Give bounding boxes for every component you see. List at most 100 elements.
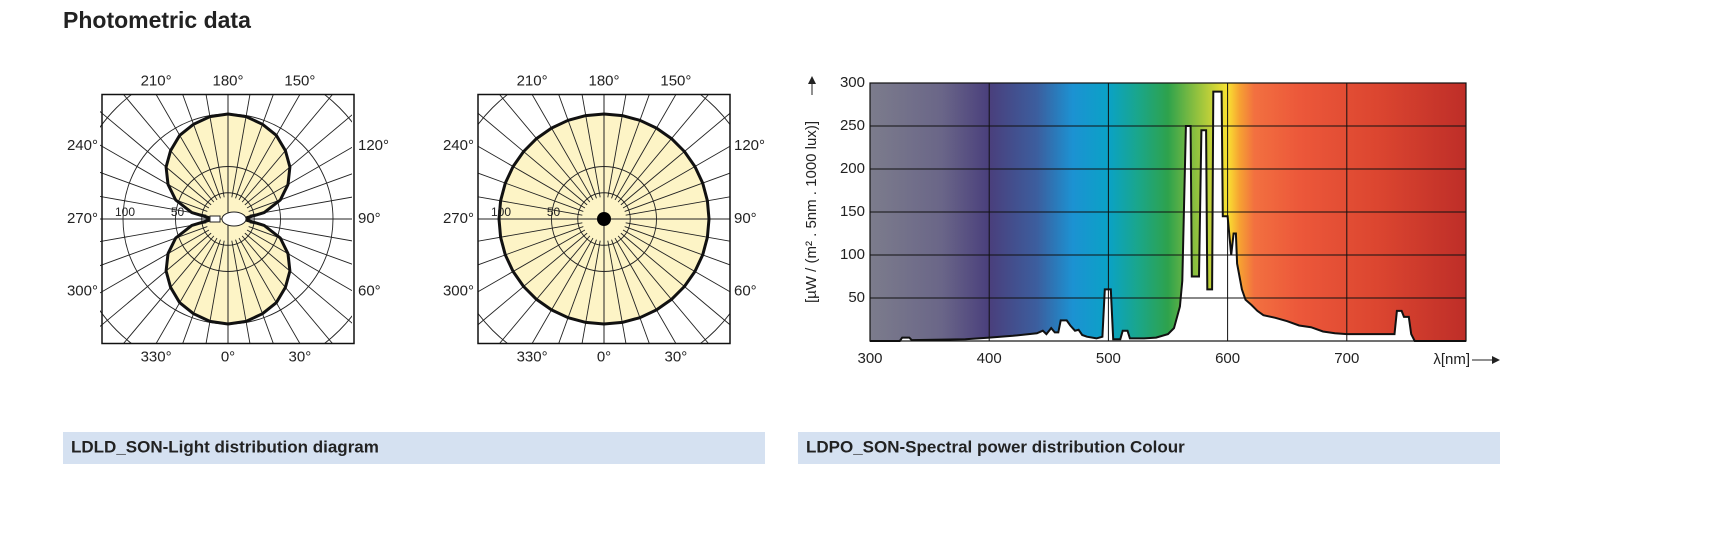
ray bbox=[182, 239, 221, 344]
y-tick-label: 300 bbox=[840, 74, 865, 91]
y-axis-label: [µW / (m² . 5nm . 1000 lux)] bbox=[803, 121, 820, 303]
ray bbox=[241, 95, 333, 203]
x-axis-label: λ[nm] bbox=[1433, 351, 1470, 368]
angle-tick-label: 0° bbox=[221, 348, 235, 365]
frame bbox=[477, 93, 731, 345]
ray bbox=[625, 222, 730, 242]
angle-tick-label: 150° bbox=[660, 72, 691, 89]
ray bbox=[155, 95, 218, 201]
ray bbox=[478, 232, 588, 326]
polar-diagram: 100 50 210° 180° 150° 240° 270° 300° 120° 90° 60° 3… bbox=[67, 72, 389, 365]
ray bbox=[155, 237, 218, 344]
y-tick-label: 250 bbox=[840, 117, 865, 134]
radial-tick-label: 50 bbox=[547, 205, 561, 219]
ray bbox=[100, 222, 207, 243]
page-title: Photometric data bbox=[63, 7, 251, 33]
polar-diagram: 100 50 210° 180° 150° 240° 270° 300° 120° 90° 60° 3… bbox=[443, 72, 765, 365]
ray bbox=[478, 222, 583, 242]
ray bbox=[235, 95, 274, 199]
ray bbox=[100, 226, 208, 267]
y-arrow-head bbox=[808, 76, 816, 84]
radial-tick-label: 50 bbox=[171, 205, 185, 219]
ray bbox=[235, 239, 274, 344]
angle-tick-label: 150° bbox=[284, 72, 315, 89]
angle-tick-label: 120° bbox=[358, 137, 389, 154]
ray bbox=[478, 172, 584, 212]
frame bbox=[869, 82, 1467, 342]
ray bbox=[100, 232, 212, 327]
angle-tick-label: 180° bbox=[212, 72, 243, 89]
ray bbox=[624, 172, 730, 212]
ray bbox=[617, 95, 709, 203]
y-tick-label: 100 bbox=[840, 246, 865, 263]
ray bbox=[622, 145, 730, 209]
ray bbox=[581, 240, 601, 344]
x-tick-label: 400 bbox=[977, 350, 1002, 367]
ray bbox=[248, 173, 352, 212]
angle-tick-label: 180° bbox=[588, 72, 619, 89]
ring bbox=[175, 166, 281, 272]
y-tick-label: 50 bbox=[848, 289, 865, 306]
ray bbox=[614, 95, 677, 201]
ray bbox=[205, 95, 225, 198]
ray bbox=[531, 237, 594, 344]
ray bbox=[238, 95, 301, 201]
angle-tick-label: 60° bbox=[734, 283, 757, 300]
ray bbox=[246, 146, 352, 209]
angle-tick-label: 30° bbox=[665, 348, 688, 365]
ray bbox=[205, 240, 225, 344]
angle-tick-label: 300° bbox=[67, 283, 98, 300]
radial-tick-label: 100 bbox=[115, 205, 135, 219]
ray bbox=[478, 145, 586, 209]
ray bbox=[231, 240, 251, 344]
ray bbox=[620, 232, 730, 326]
ray bbox=[581, 95, 601, 198]
x-tick-label: 700 bbox=[1334, 350, 1359, 367]
ray bbox=[123, 95, 215, 203]
ray bbox=[478, 229, 586, 293]
caption-bar bbox=[798, 432, 1500, 464]
y-tick-label: 200 bbox=[840, 160, 865, 177]
angle-tick-label: 240° bbox=[443, 137, 474, 154]
ray bbox=[100, 195, 207, 216]
ray bbox=[531, 95, 594, 201]
ray bbox=[478, 226, 584, 266]
ring bbox=[551, 166, 657, 272]
ray bbox=[625, 196, 730, 216]
x-tick-label: 300 bbox=[857, 350, 882, 367]
caption: LDPO_SON-Spectral power distribution Col… bbox=[806, 437, 1185, 456]
curve-outline bbox=[497, 112, 711, 326]
ray bbox=[478, 196, 583, 216]
ray bbox=[231, 95, 251, 198]
ray bbox=[100, 171, 208, 212]
ray bbox=[622, 229, 730, 293]
x-tick-label: 500 bbox=[1096, 350, 1121, 367]
ray bbox=[182, 95, 221, 199]
ray bbox=[244, 114, 352, 206]
angle-tick-label: 270° bbox=[443, 210, 474, 227]
curve-outline bbox=[164, 112, 292, 326]
plot-area bbox=[100, 95, 352, 344]
caption: LDLD_SON-Light distribution diagram bbox=[71, 437, 379, 456]
angle-tick-label: 210° bbox=[141, 72, 172, 89]
angle-tick-label: 240° bbox=[67, 137, 98, 154]
angle-tick-label: 60° bbox=[358, 283, 381, 300]
ray bbox=[624, 226, 730, 266]
ray bbox=[241, 235, 334, 344]
ray bbox=[611, 95, 650, 199]
angle-tick-label: 30° bbox=[289, 348, 312, 365]
lamp-icon bbox=[221, 211, 247, 227]
lamp-dot bbox=[597, 212, 611, 226]
angle-tick-label: 330° bbox=[517, 348, 548, 365]
spectrum-line bbox=[870, 90, 1466, 342]
ray bbox=[100, 144, 210, 209]
angle-tick-label: 270° bbox=[67, 210, 98, 227]
angle-tick-label: 0° bbox=[597, 348, 611, 365]
ray bbox=[244, 232, 352, 324]
ray bbox=[499, 95, 591, 203]
ray bbox=[100, 111, 212, 206]
frame bbox=[101, 93, 355, 345]
y-tick-label: 150 bbox=[840, 203, 865, 220]
angle-tick-label: 300° bbox=[443, 283, 474, 300]
